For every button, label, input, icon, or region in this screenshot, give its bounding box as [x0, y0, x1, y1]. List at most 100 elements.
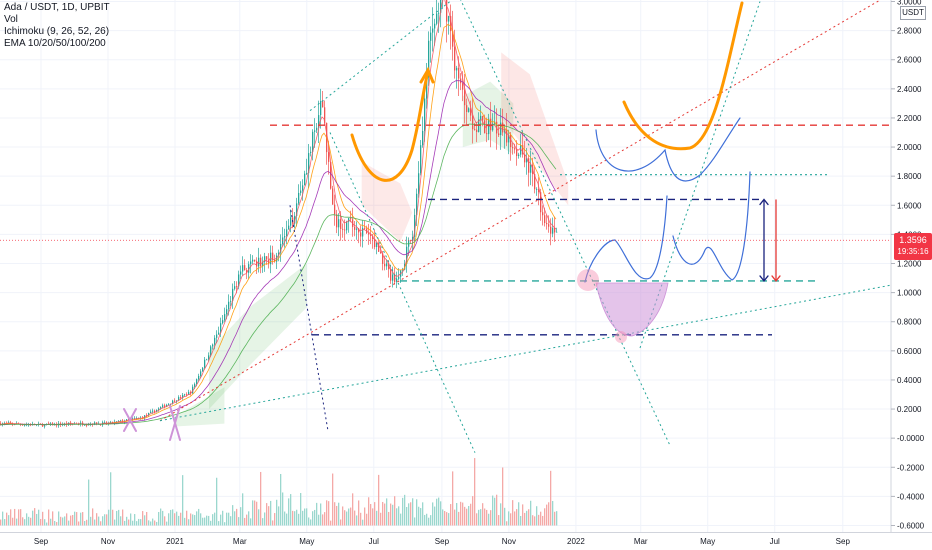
- volume-bar: [518, 502, 520, 526]
- candle-body: [170, 403, 172, 405]
- candle-body: [356, 228, 358, 230]
- volume-bar: [234, 511, 236, 526]
- currency-label[interactable]: USDT: [900, 6, 926, 20]
- volume-bar: [94, 519, 96, 526]
- volume-bar: [216, 477, 218, 526]
- volume-bar: [138, 518, 140, 526]
- volume-bar: [34, 508, 36, 526]
- candle-body: [220, 323, 222, 333]
- volume-bar: [248, 511, 250, 526]
- volume-bar: [484, 508, 486, 526]
- volume-bar: [204, 517, 206, 526]
- volume-bar: [124, 520, 126, 526]
- candle-body: [236, 286, 238, 288]
- violet-cup-shape: [595, 282, 669, 337]
- volume-bar: [120, 516, 122, 526]
- volume-legend[interactable]: Vol: [4, 14, 18, 25]
- volume-bar: [464, 506, 466, 526]
- candle-body: [154, 410, 156, 413]
- volume-bar: [110, 472, 112, 526]
- volume-bar: [496, 494, 498, 526]
- volume-bar: [380, 512, 382, 526]
- volume-bar: [18, 509, 20, 526]
- volume-bar: [206, 515, 208, 526]
- pink-circle-marker: [577, 269, 599, 291]
- red-dotted-trendline: [159, 0, 882, 422]
- ema-legend[interactable]: EMA 10/20/50/100/200: [4, 38, 106, 49]
- orange-arrow-right: [622, 1, 744, 151]
- volume-bar: [226, 512, 228, 526]
- volume-bar: [180, 512, 182, 526]
- volume-bar: [188, 519, 190, 526]
- candle-body: [172, 400, 174, 404]
- candle-body: [198, 375, 200, 380]
- volume-bar: [372, 508, 374, 526]
- volume-bar: [150, 521, 152, 526]
- volume-bar: [528, 509, 530, 526]
- cloud-segment: [501, 52, 569, 206]
- candle-body: [282, 237, 284, 244]
- candle-body: [298, 192, 300, 204]
- volume-bar: [306, 508, 308, 526]
- ichimoku-legend[interactable]: Ichimoku (9, 26, 52, 26): [4, 26, 110, 37]
- volume-bar: [538, 514, 540, 526]
- volume-bar: [412, 498, 414, 526]
- candle-body: [306, 173, 308, 174]
- candle-body: [488, 118, 490, 135]
- volume-bar: [154, 520, 156, 526]
- volume-bar: [208, 515, 210, 526]
- volume-bar: [424, 514, 426, 526]
- candle-body: [412, 236, 414, 241]
- volume-bar: [290, 494, 292, 526]
- volume-bar: [430, 515, 432, 526]
- candle-body: [456, 67, 458, 71]
- volume-bar: [526, 510, 528, 526]
- price-tick-label: 3.0000: [897, 0, 922, 7]
- time-tick-label: Sep: [34, 537, 49, 546]
- volume-bar: [296, 509, 298, 526]
- volume-bar: [70, 515, 72, 526]
- candle-body: [498, 133, 500, 136]
- candle-body: [396, 278, 398, 282]
- candle-body: [166, 404, 168, 407]
- volume-bar: [174, 513, 176, 526]
- candle-body: [146, 415, 148, 417]
- volume-bar: [126, 516, 128, 526]
- volume-bar: [190, 513, 192, 526]
- candle-body: [406, 246, 408, 264]
- candle-body: [446, 0, 448, 22]
- candle-body: [276, 255, 278, 262]
- volume-bar: [20, 509, 22, 526]
- volume-bar: [114, 519, 116, 526]
- volume-bar: [50, 518, 52, 526]
- volume-bar: [416, 499, 418, 526]
- volume-bar: [362, 519, 364, 526]
- volume-bar: [12, 517, 14, 526]
- candle-body: [314, 130, 316, 132]
- ema-line: [0, 0, 557, 426]
- symbol-title[interactable]: Ada / USDT, 1D, UPBIT: [4, 2, 110, 13]
- volume-bar: [314, 509, 316, 526]
- candle-body: [540, 192, 542, 213]
- candle-body: [548, 224, 550, 227]
- volume-bar: [514, 511, 516, 526]
- candle-body: [420, 145, 422, 174]
- volume-bar: [390, 503, 392, 526]
- candle-body: [340, 219, 342, 229]
- volume-bar: [392, 504, 394, 526]
- candle-body: [218, 332, 220, 335]
- violet-x-marker: [123, 408, 137, 432]
- candle-body: [260, 257, 262, 267]
- volume-bar: [0, 519, 2, 526]
- time-tick-label: Jul: [369, 537, 379, 546]
- candle-body: [10, 422, 12, 424]
- volume-bar: [552, 501, 554, 526]
- volume-bar: [282, 492, 284, 526]
- volume-bar: [10, 509, 12, 526]
- candle-body: [184, 394, 186, 396]
- volume-bar: [422, 502, 424, 526]
- volume-bar: [436, 498, 438, 526]
- candle-body: [472, 115, 474, 130]
- volume-bar: [328, 501, 330, 526]
